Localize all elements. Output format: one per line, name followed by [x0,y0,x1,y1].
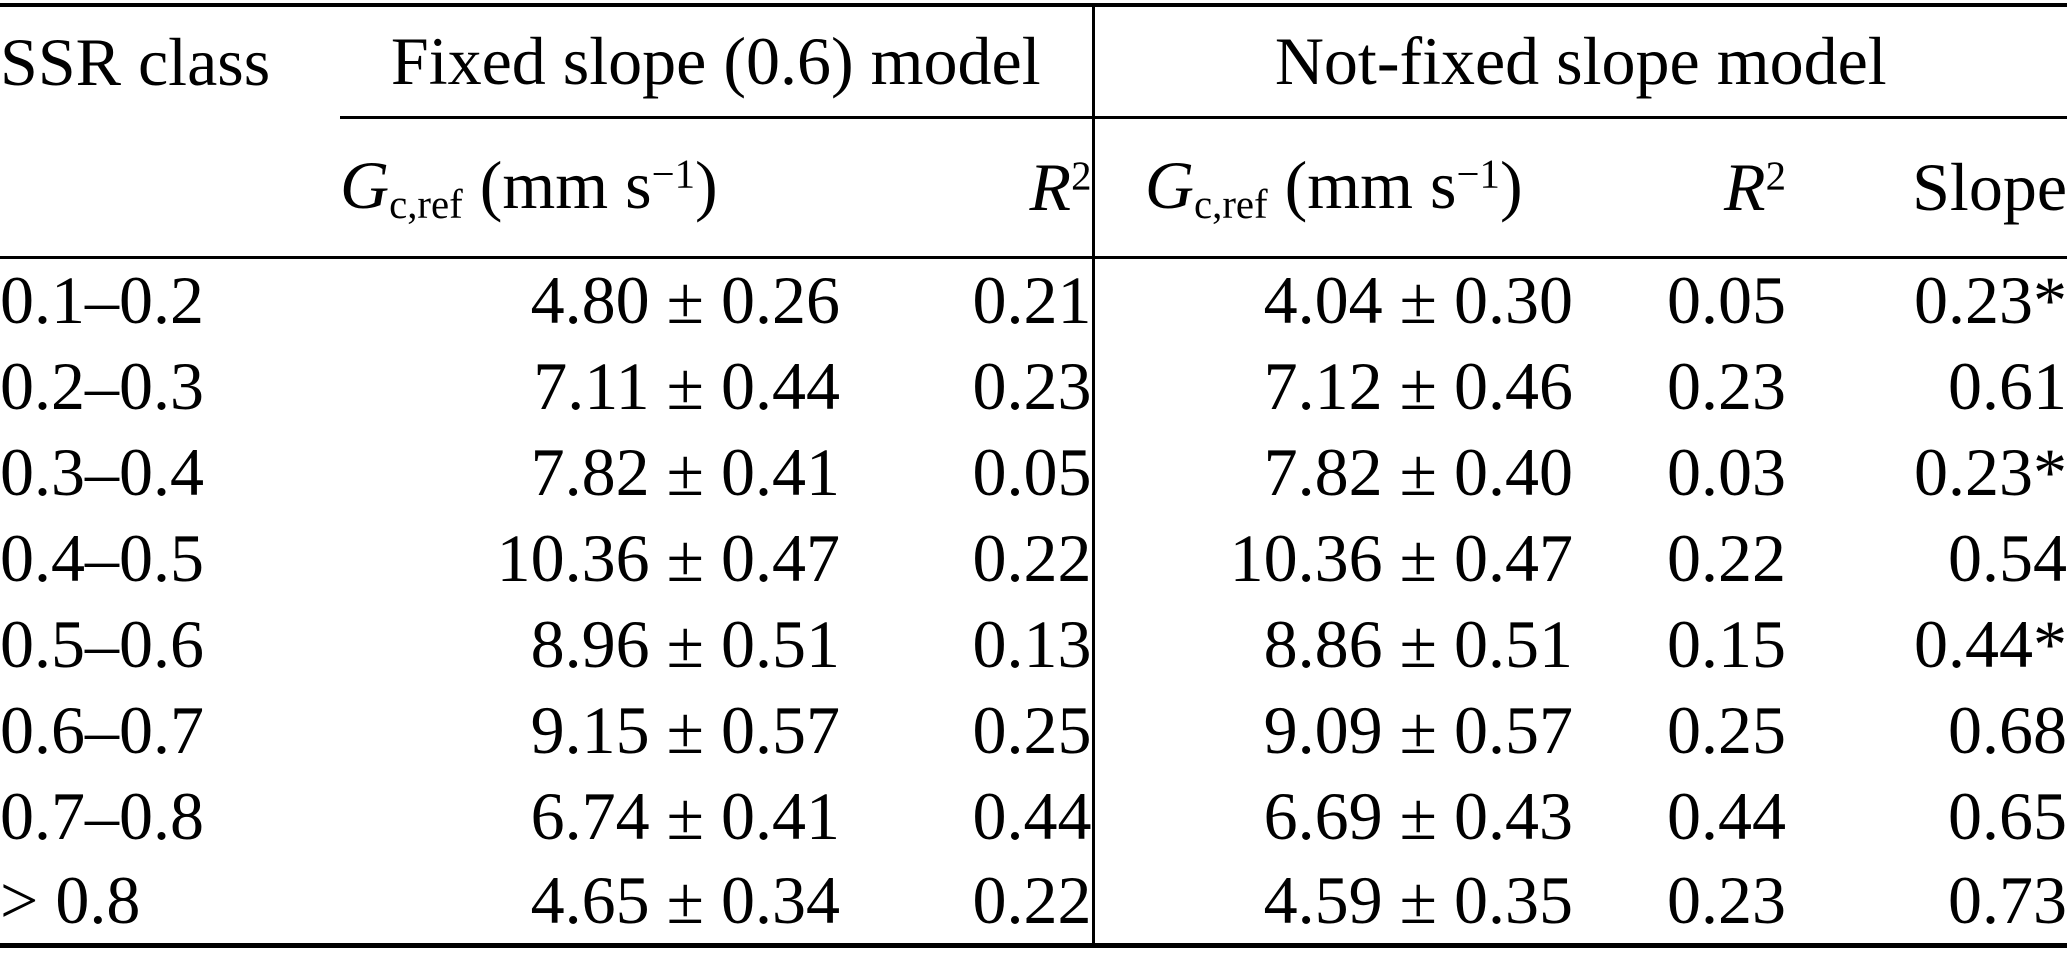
cell-not-fixed-r2: 0.44 [1667,777,1786,854]
cell-fixed-gcref: 4.80 ± 0.26 [530,262,840,339]
r2-symbol: R [1724,148,1766,225]
results-table: SSR class Fixed slope (0.6) model Not-fi… [0,3,2067,948]
fixed-slope-group-header: Fixed slope (0.6) model [340,5,1093,119]
ssr-class-header: SSR class [0,23,271,100]
table-row: 0.4–0.5 10.36 ± 0.47 0.22 10.36 ± 0.47 0… [0,515,2067,601]
not-fixed-slope-group-header: Not-fixed slope model [1091,5,2067,119]
gcref-unit-open: (mm s [462,146,652,223]
cell-fixed-r2: 0.22 [972,519,1092,596]
cell-not-fixed-r2: 0.05 [1667,262,1786,339]
cell-ssr-class: 0.2–0.3 [0,347,204,424]
cell-not-fixed-gcref: 6.69 ± 0.43 [1091,773,1573,859]
cell-not-fixed-gcref: 10.36 ± 0.47 [1091,515,1573,601]
gcref-unit-exponent: −1 [1456,151,1500,197]
cell-fixed-gcref: 7.11 ± 0.44 [533,347,840,424]
r2-exponent: 2 [1765,153,1786,199]
table-row: 0.6–0.7 9.15 ± 0.57 0.25 9.09 ± 0.57 0.2… [0,687,2067,773]
cell-ssr-class: 0.5–0.6 [0,605,204,682]
cell-slope: 0.23* [1786,257,2067,343]
cell-not-fixed-gcref: 8.86 ± 0.51 [1091,601,1573,687]
cell-fixed-gcref: 4.65 ± 0.34 [530,862,840,939]
slope-significance-star: * [2033,605,2067,682]
slope-value: 0.54 [1948,519,2067,596]
cell-ssr-class: 0.4–0.5 [0,519,204,596]
not-fixed-gcref-column-header: Gc,ref (mm s−1) [1091,117,1573,259]
slope-value: 0.68 [1948,691,2067,768]
gcref-symbol: G [1144,146,1195,223]
slope-value: 0.61 [1948,347,2067,424]
cell-not-fixed-r2: 0.03 [1667,433,1786,510]
cell-ssr-class: 0.3–0.4 [0,433,204,510]
cell-fixed-r2: 0.44 [972,777,1092,854]
r2-symbol: R [1029,148,1072,225]
slope-value: 0.23 [1914,433,2034,510]
cell-fixed-r2: 0.13 [972,605,1092,682]
gcref-subscript: c,ref [389,182,463,228]
table-row: > 0.8 4.65 ± 0.34 0.22 4.59 ± 0.35 0.23 … [0,859,2067,945]
cell-ssr-class: 0.7–0.8 [0,777,204,854]
table-row: 0.1–0.2 4.80 ± 0.26 0.21 4.04 ± 0.30 0.0… [0,257,2067,343]
gcref-subscript: c,ref [1194,182,1268,228]
fixed-r2-column-header: R2 [840,117,1093,259]
slope-significance-star: * [2033,433,2067,510]
fixed-gcref-column-header: Gc,ref (mm s−1) [340,117,840,259]
cell-not-fixed-gcref: 7.12 ± 0.46 [1091,343,1573,429]
cell-slope: 0.65 [1786,773,2067,859]
cell-fixed-r2: 0.22 [972,862,1092,939]
cell-slope: 0.73 [1786,859,2067,945]
cell-ssr-class: 0.6–0.7 [0,691,204,768]
cell-slope: 0.54 [1786,515,2067,601]
cell-slope: 0.61 [1786,343,2067,429]
cell-slope: 0.23* [1786,429,2067,515]
cell-not-fixed-gcref: 9.09 ± 0.57 [1091,687,1573,773]
slope-value: 0.44 [1914,605,2034,682]
cell-not-fixed-r2: 0.15 [1667,605,1786,682]
not-fixed-r2-column-header: R2 [1573,117,1786,259]
cell-ssr-class: > 0.8 [0,862,141,939]
gcref-unit-close: ) [695,146,718,223]
cell-fixed-r2: 0.05 [972,433,1092,510]
gcref-unit-exponent: −1 [651,151,696,197]
table-row: 0.2–0.3 7.11 ± 0.44 0.23 7.12 ± 0.46 0.2… [0,343,2067,429]
cell-ssr-class: 0.1–0.2 [0,262,204,339]
cell-not-fixed-r2: 0.23 [1667,347,1786,424]
cell-not-fixed-r2: 0.25 [1667,691,1786,768]
gcref-symbol: G [340,146,390,223]
cell-fixed-gcref: 6.74 ± 0.41 [530,777,840,854]
cell-fixed-r2: 0.23 [972,347,1092,424]
cell-fixed-gcref: 7.82 ± 0.41 [530,433,840,510]
slope-value: 0.23 [1914,262,2034,339]
cell-slope: 0.44* [1786,601,2067,687]
cell-not-fixed-r2: 0.22 [1667,519,1786,596]
table-row: 0.7–0.8 6.74 ± 0.41 0.44 6.69 ± 0.43 0.4… [0,773,2067,859]
table-row: 0.5–0.6 8.96 ± 0.51 0.13 8.86 ± 0.51 0.1… [0,601,2067,687]
gcref-unit-close: ) [1499,146,1523,223]
group-header-row: SSR class Fixed slope (0.6) model Not-fi… [0,5,2067,119]
cell-not-fixed-gcref: 4.04 ± 0.30 [1091,257,1573,343]
gcref-unit-open: (mm s [1267,146,1457,223]
cell-fixed-r2: 0.21 [972,262,1092,339]
cell-not-fixed-gcref: 4.59 ± 0.35 [1091,859,1573,945]
cell-fixed-gcref: 8.96 ± 0.51 [530,605,840,682]
subheader-row: Gc,ref (mm s−1) R2 Gc,ref (mm s−1) R2 Sl… [0,117,2067,259]
r2-exponent: 2 [1071,153,1092,199]
cell-fixed-gcref: 9.15 ± 0.57 [530,691,840,768]
slope-significance-star: * [2033,262,2067,339]
slope-column-header: Slope [1786,117,2067,259]
cell-fixed-gcref: 10.36 ± 0.47 [496,519,840,596]
slope-value: 0.73 [1948,862,2067,939]
table-row: 0.3–0.4 7.82 ± 0.41 0.05 7.82 ± 0.40 0.0… [0,429,2067,515]
cell-not-fixed-r2: 0.23 [1667,862,1786,939]
slope-value: 0.65 [1948,777,2067,854]
cell-slope: 0.68 [1786,687,2067,773]
cell-not-fixed-gcref: 7.82 ± 0.40 [1091,429,1573,515]
cell-fixed-r2: 0.25 [972,691,1092,768]
subheader-empty [0,117,340,259]
